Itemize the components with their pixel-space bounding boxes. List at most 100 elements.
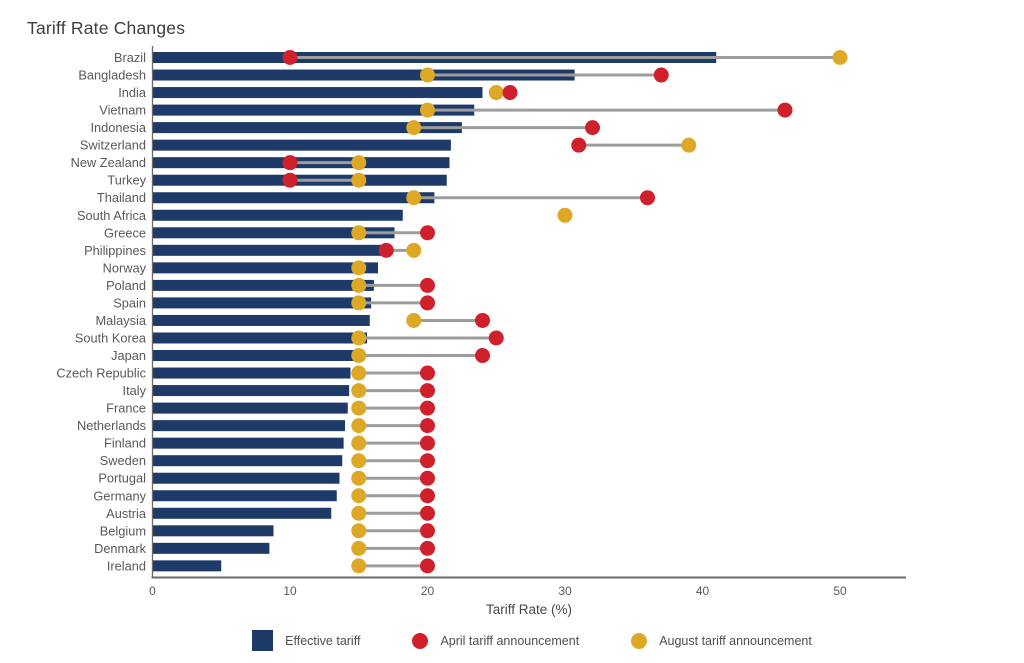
august-dot <box>351 470 367 486</box>
effective-bar <box>152 420 345 432</box>
april-dot <box>282 50 298 65</box>
august-dot <box>351 453 367 469</box>
august-dot <box>351 172 367 188</box>
row-label-netherlands: Netherlands <box>77 418 146 433</box>
x-axis-title: Tariff Rate (%) <box>486 602 572 617</box>
april-dot <box>420 225 435 241</box>
august-dot <box>406 120 422 136</box>
effective-bar <box>152 297 372 309</box>
august-dot <box>351 330 367 346</box>
row-label-denmark: Denmark <box>94 541 147 556</box>
effective-bar <box>152 402 348 414</box>
effective-bar <box>152 525 274 537</box>
legend-item-august-announcement: August tariff announcement <box>631 632 812 649</box>
row-label-bangladesh: Bangladesh <box>78 68 146 83</box>
effective-bar <box>152 244 387 256</box>
april-dot <box>282 172 298 188</box>
row-label-japan: Japan <box>111 348 146 363</box>
august-dot <box>351 225 367 241</box>
april-dot <box>282 155 298 171</box>
effective-bar <box>152 192 435 204</box>
row-label-brazil: Brazil <box>114 50 146 65</box>
row-label-norway: Norway <box>103 260 147 275</box>
effective-bar <box>152 279 374 291</box>
legend-label-august-announcement: August tariff announcement <box>659 633 812 648</box>
april-dot <box>653 67 669 83</box>
effective-bar <box>152 507 332 519</box>
effective-bar <box>152 104 475 116</box>
august-dot <box>351 260 367 276</box>
row-label-spain: Spain <box>113 295 146 310</box>
august-dot <box>351 400 367 416</box>
legend-label-april-announcement: April tariff announcement <box>440 633 580 648</box>
chart-title: Tariff Rate Changes <box>27 18 186 38</box>
april-dot <box>420 558 435 574</box>
august-dot <box>351 277 367 293</box>
effective-bar <box>152 69 575 81</box>
august-dot <box>351 523 367 539</box>
row-label-philippines: Philippines <box>84 243 146 258</box>
row-label-austria: Austria <box>106 506 147 521</box>
august-dot <box>557 207 573 223</box>
effective-bar <box>152 87 483 99</box>
august-dot <box>351 558 367 574</box>
row-label-france: France <box>106 401 146 416</box>
row-label-finland: Finland <box>104 436 146 451</box>
april-dot <box>420 523 435 539</box>
august-dot <box>351 435 367 451</box>
april-dot <box>420 505 435 521</box>
august-dot <box>351 348 367 364</box>
august-dot <box>488 85 504 101</box>
effective-bar <box>152 139 451 151</box>
august-dot <box>406 242 422 258</box>
x-tick-label: 20 <box>421 584 435 598</box>
august-dot <box>351 383 367 399</box>
row-label-ireland: Ireland <box>107 558 146 573</box>
x-tick-label: 40 <box>696 584 710 598</box>
effective-bar <box>152 455 343 467</box>
legend-label-effective-tariff: Effective tariff <box>285 633 361 648</box>
april-announcement-swatch <box>412 632 429 649</box>
april-dot <box>420 400 435 416</box>
april-dot <box>420 383 435 399</box>
effective-bar <box>152 122 462 134</box>
row-label-vietnam: Vietnam <box>99 103 146 118</box>
april-dot <box>420 470 435 486</box>
august-dot <box>351 295 367 311</box>
x-tick-label: 50 <box>833 584 847 598</box>
august-dot <box>832 50 848 65</box>
effective-tariff-swatch <box>252 630 274 651</box>
april-dot <box>571 137 587 153</box>
april-dot <box>420 295 435 311</box>
row-label-czech-republic: Czech Republic <box>56 366 146 381</box>
row-label-germany: Germany <box>93 488 146 503</box>
april-dot <box>420 488 435 504</box>
legend-item-effective-tariff: Effective tariff <box>252 630 360 651</box>
row-label-south-africa: South Africa <box>77 208 147 223</box>
row-label-switzerland: Switzerland <box>80 138 146 153</box>
effective-bar <box>152 209 403 221</box>
row-label-indonesia: Indonesia <box>91 120 147 135</box>
x-tick-label: 0 <box>149 584 156 598</box>
effective-bar <box>152 437 344 449</box>
effective-bar <box>152 227 395 239</box>
april-dot <box>777 102 793 118</box>
row-label-turkey: Turkey <box>107 173 146 188</box>
april-dot <box>420 277 435 293</box>
effective-bar <box>152 490 337 502</box>
chart-legend: Effective tariff April tariff announceme… <box>0 630 1024 651</box>
april-dot <box>585 120 600 136</box>
tariff-dumbbell-chart: Brazil Bangladesh India Vietnam Indonesia Swi… <box>56 46 906 617</box>
august-dot <box>351 155 367 171</box>
august-dot <box>351 418 367 434</box>
april-dot <box>420 418 435 434</box>
august-announcement-swatch <box>631 632 648 649</box>
effective-bar <box>152 314 370 326</box>
effective-bar <box>152 262 378 274</box>
row-label-poland: Poland <box>106 278 146 293</box>
april-dot <box>420 365 435 381</box>
row-label-malaysia: Malaysia <box>96 313 147 328</box>
august-dot <box>406 312 422 328</box>
row-label-new-zealand: New Zealand <box>71 155 146 170</box>
